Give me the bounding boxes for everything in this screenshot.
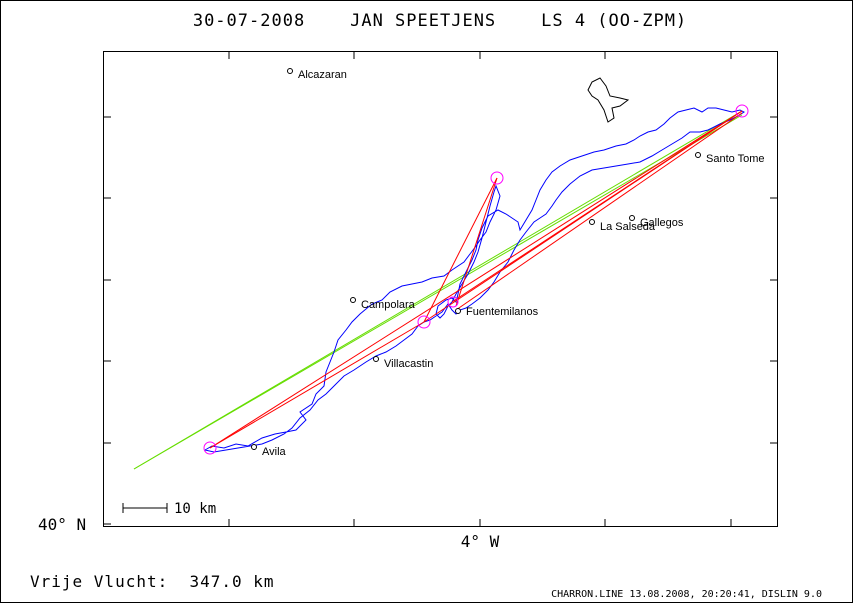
town-label-campolara: Campolara (361, 299, 416, 311)
turnpoint-3 (417, 315, 431, 329)
turnpoint-start (203, 441, 217, 455)
free-flight-distance: Vrije Vlucht: 347.0 km (30, 572, 275, 591)
frame-ticks (104, 52, 777, 526)
turnpoint-1 (735, 104, 749, 118)
turnpoint-4 (447, 296, 459, 308)
town-label-santo-tome: Santo Tome (706, 153, 765, 165)
scale-bar-label: 10 km (174, 501, 216, 517)
longitude-label: 4° W (461, 532, 500, 551)
town-marker-villacastin (373, 356, 379, 362)
map-frame (103, 51, 778, 527)
town-label-avila: Avila (262, 446, 287, 458)
scale-bar (122, 503, 168, 513)
footer-info: CHARRON.LINE 13.08.2008, 20:20:41, DISLI… (551, 589, 822, 600)
town-marker-alcazaran (287, 68, 293, 74)
town-marker-gallegos (629, 215, 635, 221)
town-marker-santo-tome (695, 152, 701, 158)
town-label-alcazaran: Alcazaran (298, 69, 347, 81)
town-marker-avila (251, 444, 257, 450)
reservoir-outline (587, 77, 630, 123)
latitude-label: 40° N (38, 515, 86, 534)
town-marker-fuentemilanos (455, 308, 461, 314)
town-label-gallegos: Gallegos (640, 217, 684, 229)
town-label-fuentemilanos: Fuentemilanos (466, 306, 539, 318)
task-lines (209, 110, 743, 449)
town-marker-campolara (350, 297, 356, 303)
town-markers (251, 68, 701, 450)
turnpoint-2 (490, 171, 504, 185)
assigned-lines (133, 110, 743, 470)
town-label-la-salseda: La Salseda (600, 221, 656, 233)
town-marker-la-salseda (589, 219, 595, 225)
town-label-villacastin: Villacastin (384, 358, 433, 370)
turnpoints (203, 104, 749, 455)
flight-title: 30-07-2008 JAN SPEETJENS LS 4 (OO-ZPM) (193, 11, 687, 31)
